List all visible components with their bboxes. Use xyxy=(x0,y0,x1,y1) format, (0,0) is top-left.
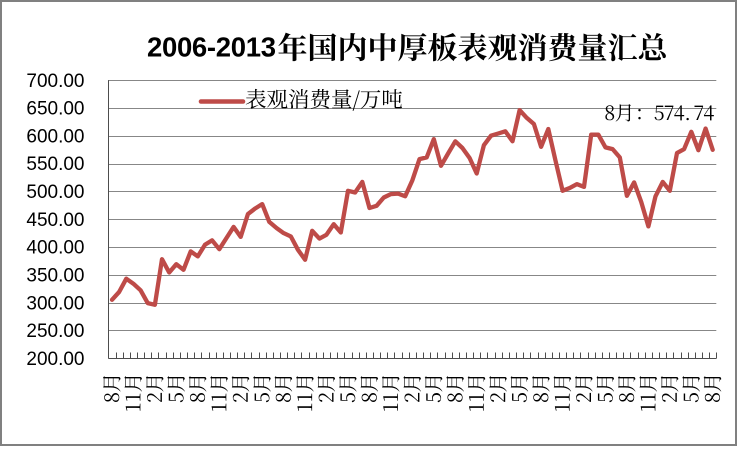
svg-text:500.00: 500.00 xyxy=(26,182,84,203)
svg-text:250.00: 250.00 xyxy=(26,321,84,342)
svg-text:400.00: 400.00 xyxy=(26,238,84,259)
svg-text:650.00: 650.00 xyxy=(26,99,84,120)
svg-text:450.00: 450.00 xyxy=(26,210,84,231)
svg-text:700.00: 700.00 xyxy=(26,71,84,92)
svg-text:600.00: 600.00 xyxy=(26,126,84,147)
svg-text:2006-2013: 2006-2013 xyxy=(147,32,276,63)
svg-text:300.00: 300.00 xyxy=(26,293,84,314)
svg-text:350.00: 350.00 xyxy=(26,266,84,287)
svg-text:200.00: 200.00 xyxy=(26,349,84,370)
svg-text:550.00: 550.00 xyxy=(26,154,84,175)
